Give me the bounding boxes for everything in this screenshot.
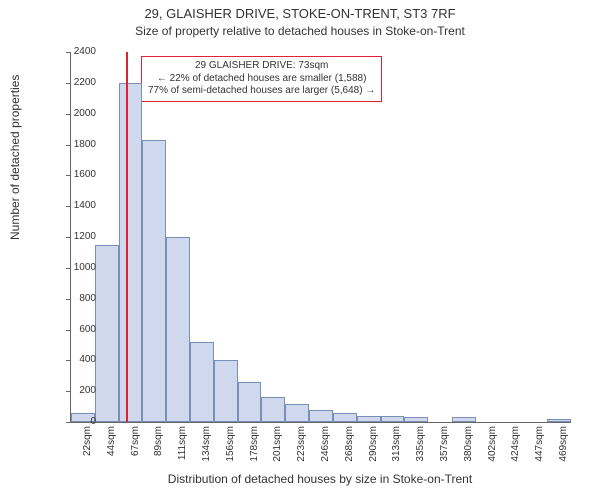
histogram-bar xyxy=(95,245,119,422)
y-tick-mark xyxy=(66,114,70,115)
histogram-bar xyxy=(285,404,309,423)
x-tick-label: 357sqm xyxy=(439,426,450,476)
histogram-bar xyxy=(190,342,214,422)
x-tick-label: 313sqm xyxy=(391,426,402,476)
annotation-line-1: 29 GLAISHER DRIVE: 73sqm xyxy=(148,60,375,73)
x-tick-label: 380sqm xyxy=(463,426,474,476)
x-tick-label: 111sqm xyxy=(177,426,188,476)
y-tick-mark xyxy=(66,330,70,331)
plot-area: 29 GLAISHER DRIVE: 73sqm ← 22% of detach… xyxy=(70,52,571,423)
annotation-box: 29 GLAISHER DRIVE: 73sqm ← 22% of detach… xyxy=(141,56,382,102)
histogram-bar xyxy=(309,410,333,422)
histogram-bar xyxy=(166,237,190,422)
chart-subtitle: Size of property relative to detached ho… xyxy=(0,24,600,38)
x-tick-label: 44sqm xyxy=(106,426,117,476)
x-tick-label: 246sqm xyxy=(320,426,331,476)
y-tick-mark xyxy=(66,422,70,423)
property-marker-line xyxy=(126,52,128,422)
histogram-bar xyxy=(238,382,262,422)
y-tick-mark xyxy=(66,145,70,146)
x-tick-label: 134sqm xyxy=(201,426,212,476)
annotation-line-2: ← 22% of detached houses are smaller (1,… xyxy=(148,73,375,86)
histogram-bar xyxy=(547,419,571,422)
histogram-bar xyxy=(452,417,476,422)
x-tick-label: 290sqm xyxy=(368,426,379,476)
y-tick-mark xyxy=(66,206,70,207)
histogram-bar xyxy=(357,416,381,422)
histogram-bar xyxy=(261,397,285,422)
y-tick-mark xyxy=(66,360,70,361)
x-tick-label: 67sqm xyxy=(130,426,141,476)
x-tick-label: 223sqm xyxy=(296,426,307,476)
histogram-bar xyxy=(214,360,238,422)
y-tick-mark xyxy=(66,52,70,53)
histogram-bar xyxy=(333,413,357,422)
y-axis-label: Number of detached properties xyxy=(8,75,22,240)
y-tick-mark xyxy=(66,237,70,238)
annotation-line-3: 77% of semi-detached houses are larger (… xyxy=(148,85,375,98)
x-tick-label: 335sqm xyxy=(415,426,426,476)
x-tick-label: 201sqm xyxy=(272,426,283,476)
x-tick-label: 22sqm xyxy=(82,426,93,476)
y-tick-mark xyxy=(66,299,70,300)
x-tick-label: 402sqm xyxy=(487,426,498,476)
y-tick-mark xyxy=(66,83,70,84)
y-tick-mark xyxy=(66,268,70,269)
x-tick-label: 447sqm xyxy=(534,426,545,476)
x-tick-label: 89sqm xyxy=(153,426,164,476)
x-tick-label: 178sqm xyxy=(249,426,260,476)
histogram-bar xyxy=(142,140,166,422)
x-tick-label: 424sqm xyxy=(510,426,521,476)
y-tick-mark xyxy=(66,175,70,176)
histogram-bar xyxy=(404,417,428,422)
x-tick-label: 268sqm xyxy=(344,426,355,476)
y-tick-mark xyxy=(66,391,70,392)
x-tick-label: 156sqm xyxy=(225,426,236,476)
x-tick-label: 469sqm xyxy=(558,426,569,476)
chart-container: { "title_line1": "29, GLAISHER DRIVE, ST… xyxy=(0,0,600,500)
histogram-bar xyxy=(381,416,405,422)
chart-title-address: 29, GLAISHER DRIVE, STOKE-ON-TRENT, ST3 … xyxy=(0,6,600,21)
histogram-bar xyxy=(119,83,143,422)
